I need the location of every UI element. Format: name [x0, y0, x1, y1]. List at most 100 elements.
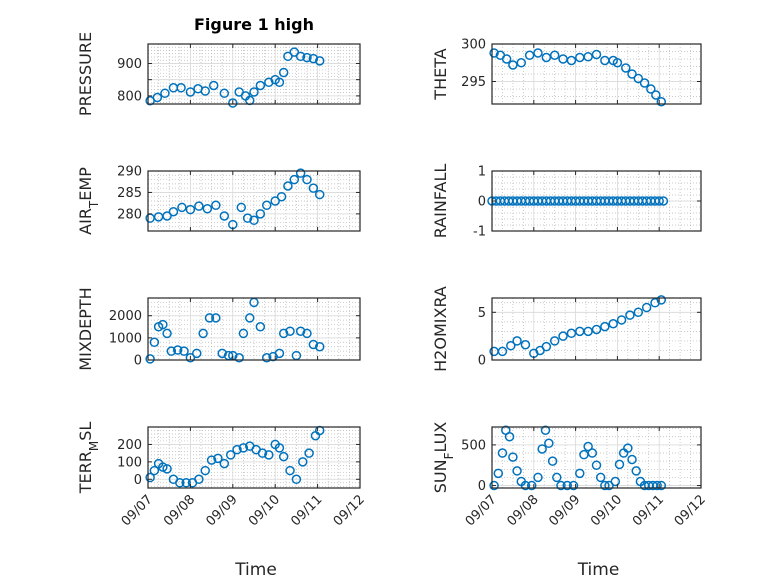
data-point	[524, 50, 535, 60]
data-point	[556, 480, 566, 491]
data-point	[493, 468, 504, 479]
y-axis-label: H2OMIXRA	[431, 286, 450, 372]
data-point	[198, 328, 208, 339]
subplot-1: 800 900 PRESSURE Figure 1 high	[76, 15, 361, 116]
data-point	[145, 354, 155, 364]
x-tick-label: 09/09	[546, 492, 583, 529]
data-point	[283, 51, 293, 62]
data-point	[192, 348, 202, 359]
y-axis-label: TERRMSL	[76, 422, 101, 495]
data-point	[219, 458, 230, 469]
data-point	[508, 60, 518, 70]
data-point	[278, 451, 289, 462]
x-tick-label: 09/12	[331, 492, 368, 529]
data-point	[285, 465, 295, 476]
data-point	[610, 476, 621, 487]
data-point	[208, 80, 219, 91]
data-point	[264, 450, 274, 460]
subplot-3: 280 285 290 AIRTEMP	[76, 165, 361, 235]
data-point	[541, 341, 552, 352]
data-point	[595, 472, 606, 483]
data-point	[308, 53, 319, 64]
data-point	[623, 443, 633, 453]
data-point	[583, 52, 593, 62]
subplot-2: 295 300 THETA	[431, 38, 702, 107]
data-point	[654, 196, 664, 206]
data-point	[614, 459, 625, 470]
x-tick-label: 09/11	[630, 492, 667, 529]
data-point	[278, 328, 289, 339]
axes-box	[491, 297, 702, 361]
data-point	[225, 450, 236, 460]
x-tick-label: 09/11	[288, 492, 325, 529]
y-axis-label: PRESSURE	[76, 32, 95, 116]
data-point	[508, 452, 518, 462]
y-tick-label: 0	[478, 195, 486, 210]
data-point	[566, 55, 577, 66]
data-point	[211, 200, 221, 211]
data-point	[162, 328, 172, 339]
y-tick-label: -1	[473, 225, 486, 240]
data-point	[520, 480, 531, 491]
subplot-4: -1 0 1 RAINFALL	[431, 164, 702, 240]
data-point	[175, 478, 185, 488]
data-point	[255, 322, 266, 332]
data-point	[627, 454, 637, 465]
axes-box	[491, 43, 702, 105]
data-point	[149, 337, 160, 348]
data-point	[302, 328, 312, 339]
data-point	[238, 328, 249, 339]
figure-title: Figure 1 high	[194, 15, 314, 34]
data-point	[621, 63, 631, 73]
data-point	[625, 310, 635, 320]
data-point	[568, 480, 579, 491]
data-point	[166, 346, 177, 356]
data-point	[308, 339, 319, 350]
data-point	[181, 478, 191, 488]
data-point	[145, 472, 155, 483]
data-point	[149, 465, 160, 476]
data-point	[627, 69, 637, 79]
data-point	[158, 319, 168, 330]
y-tick-label: 290	[117, 165, 142, 180]
y-axis-label: RAINFALL	[431, 164, 450, 239]
data-point	[206, 455, 217, 465]
data-point	[234, 353, 244, 363]
y-tick-label: 285	[117, 186, 142, 201]
data-point	[302, 174, 312, 185]
data-point	[583, 441, 593, 452]
data-point	[489, 480, 499, 491]
data-point	[228, 98, 238, 108]
y-tick-label: 0	[134, 473, 142, 488]
data-point	[249, 215, 259, 226]
data-point	[633, 307, 644, 318]
data-point	[562, 480, 572, 491]
y-tick-label: 200	[117, 438, 142, 453]
data-point	[177, 202, 187, 213]
data-point	[179, 346, 189, 356]
subplot-6: 0 5 H2OMIXRA	[431, 286, 702, 372]
data-point	[651, 90, 661, 100]
data-point	[646, 84, 656, 94]
x-tick-label: 09/10	[246, 492, 283, 529]
data-point	[274, 443, 285, 453]
axes-box	[147, 297, 361, 361]
data-point	[631, 466, 641, 476]
data-point	[219, 211, 230, 221]
data-point	[204, 313, 215, 323]
data-point	[540, 425, 551, 435]
data-point	[257, 448, 268, 458]
data-point	[238, 443, 249, 453]
data-point	[298, 457, 308, 467]
data-point	[162, 464, 172, 474]
axes-box	[147, 43, 361, 105]
data-point	[249, 87, 259, 97]
data-point	[552, 472, 562, 483]
y-axis-label: MIXDEPTH	[76, 287, 95, 370]
data-point	[304, 448, 314, 458]
data-point	[219, 88, 230, 99]
y-tick-label: 1000	[109, 331, 142, 346]
data-point	[314, 341, 325, 352]
axes-box	[147, 170, 361, 232]
data-point	[583, 326, 593, 337]
